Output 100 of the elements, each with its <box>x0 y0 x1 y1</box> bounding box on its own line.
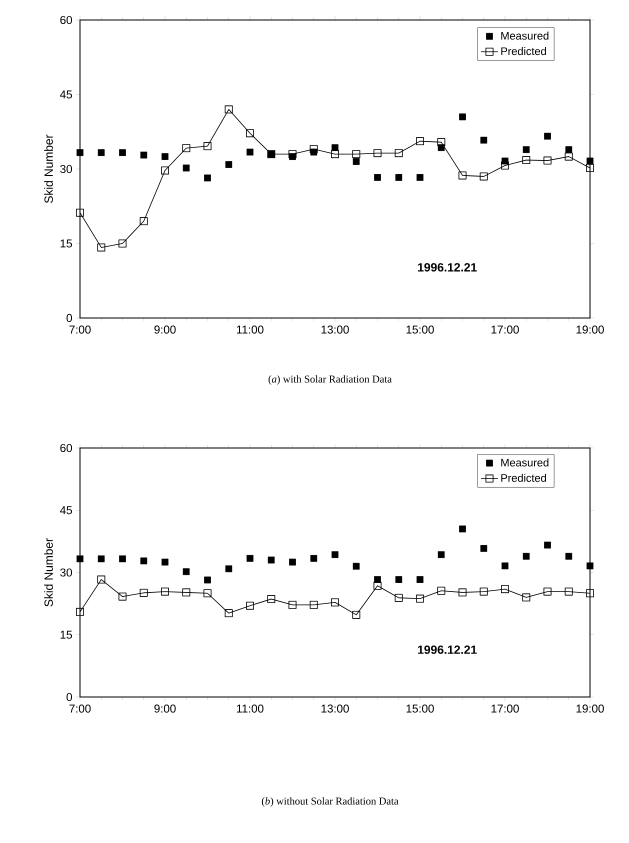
point <box>480 588 488 596</box>
point <box>394 149 403 158</box>
point <box>246 554 254 562</box>
point <box>501 162 510 170</box>
point <box>586 158 594 164</box>
point <box>544 156 552 165</box>
y-axis-title: Skid Number <box>44 134 53 203</box>
point <box>97 243 106 252</box>
point <box>310 145 318 154</box>
y-tick-label: 15 <box>60 630 72 639</box>
point <box>459 526 466 532</box>
point <box>480 545 488 552</box>
point <box>118 592 126 601</box>
point <box>140 588 148 597</box>
point <box>162 153 168 160</box>
point <box>564 152 573 161</box>
point <box>161 166 169 174</box>
y-tick-label: 60 <box>60 444 72 452</box>
legend-label: Predicted <box>501 474 546 482</box>
point <box>204 142 212 150</box>
point <box>97 576 106 584</box>
point <box>395 174 402 181</box>
point <box>416 594 424 603</box>
point <box>310 600 318 609</box>
text: (a) with Solar Radiation Data <box>268 375 392 385</box>
text: (b) without Solar Radiation Data <box>262 797 398 807</box>
point <box>76 149 84 156</box>
point <box>182 588 190 596</box>
point <box>416 174 424 181</box>
point <box>118 239 126 248</box>
point <box>564 588 573 596</box>
x-tick-label: 15:00 <box>406 704 434 713</box>
point <box>374 582 382 590</box>
point <box>544 132 551 140</box>
point <box>586 562 594 570</box>
x-tick-label: 7:00 <box>69 326 91 334</box>
point <box>182 164 190 172</box>
point <box>394 594 403 602</box>
point <box>224 609 233 618</box>
point <box>331 598 340 606</box>
point <box>310 554 318 562</box>
point <box>246 602 254 610</box>
x-tick-label: 19:00 <box>576 704 604 713</box>
point <box>565 552 572 560</box>
point <box>501 585 510 594</box>
point <box>416 137 424 146</box>
point <box>204 174 211 182</box>
x-tick-label: 15:00 <box>406 326 434 334</box>
y-tick-label: 30 <box>60 164 72 174</box>
y-tick-label: 0 <box>66 314 72 322</box>
y-tick-label: 45 <box>60 90 72 98</box>
point <box>458 171 467 180</box>
point <box>119 555 126 562</box>
y-tick-label: 45 <box>60 506 72 514</box>
point <box>352 610 360 619</box>
point <box>98 555 105 562</box>
point <box>502 562 508 570</box>
point <box>140 217 148 226</box>
point <box>268 556 275 564</box>
point <box>162 558 168 566</box>
point <box>437 586 446 595</box>
y-tick-label: 30 <box>60 568 72 577</box>
point <box>352 150 360 158</box>
point <box>225 161 232 168</box>
legend-label: Measured <box>501 32 548 40</box>
point <box>374 576 381 583</box>
point <box>288 150 296 158</box>
point <box>267 595 276 604</box>
y-axis-title: Skid Number <box>44 538 53 606</box>
point <box>416 576 424 583</box>
point <box>352 158 360 165</box>
point <box>522 146 530 154</box>
point <box>76 555 84 562</box>
legend-label: Predicted <box>501 47 546 56</box>
point <box>98 149 105 156</box>
point <box>352 562 360 570</box>
point <box>204 576 211 584</box>
y-tick-label: 60 <box>60 16 72 24</box>
point <box>246 148 254 156</box>
point <box>458 588 467 596</box>
y-tick-label: 15 <box>60 240 72 248</box>
x-tick-label: 11:00 <box>236 326 264 334</box>
point <box>480 136 488 144</box>
point <box>522 156 530 164</box>
point <box>76 208 84 217</box>
point <box>288 600 296 609</box>
point <box>565 146 572 154</box>
x-tick-label: 9:00 <box>154 326 176 334</box>
point <box>480 172 488 180</box>
point <box>225 565 232 572</box>
point <box>544 588 552 596</box>
point <box>374 174 381 181</box>
point <box>310 148 318 156</box>
point <box>161 588 169 596</box>
point <box>140 152 148 158</box>
x-tick-label: 17:00 <box>492 704 519 713</box>
point <box>140 557 148 564</box>
x-tick-label: 17:00 <box>492 326 519 334</box>
point <box>544 542 551 549</box>
y-tick-label: 0 <box>66 692 72 702</box>
